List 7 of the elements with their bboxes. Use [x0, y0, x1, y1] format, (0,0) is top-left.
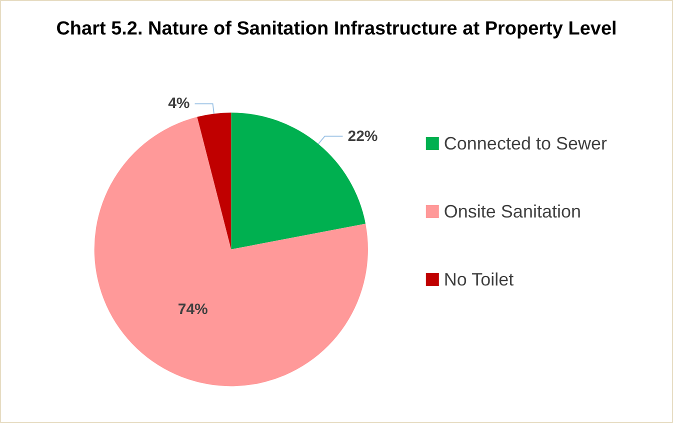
- chart-title: Chart 5.2. Nature of Sanitation Infrastructure at Property Level: [56, 18, 617, 40]
- data-label: 74%: [178, 301, 208, 318]
- legend-label: No Toilet: [444, 270, 514, 290]
- data-label: 22%: [348, 128, 378, 145]
- legend-label: Onsite Sanitation: [444, 202, 581, 222]
- data-label: 4%: [168, 95, 190, 112]
- legend-label: Connected to Sewer: [444, 134, 608, 154]
